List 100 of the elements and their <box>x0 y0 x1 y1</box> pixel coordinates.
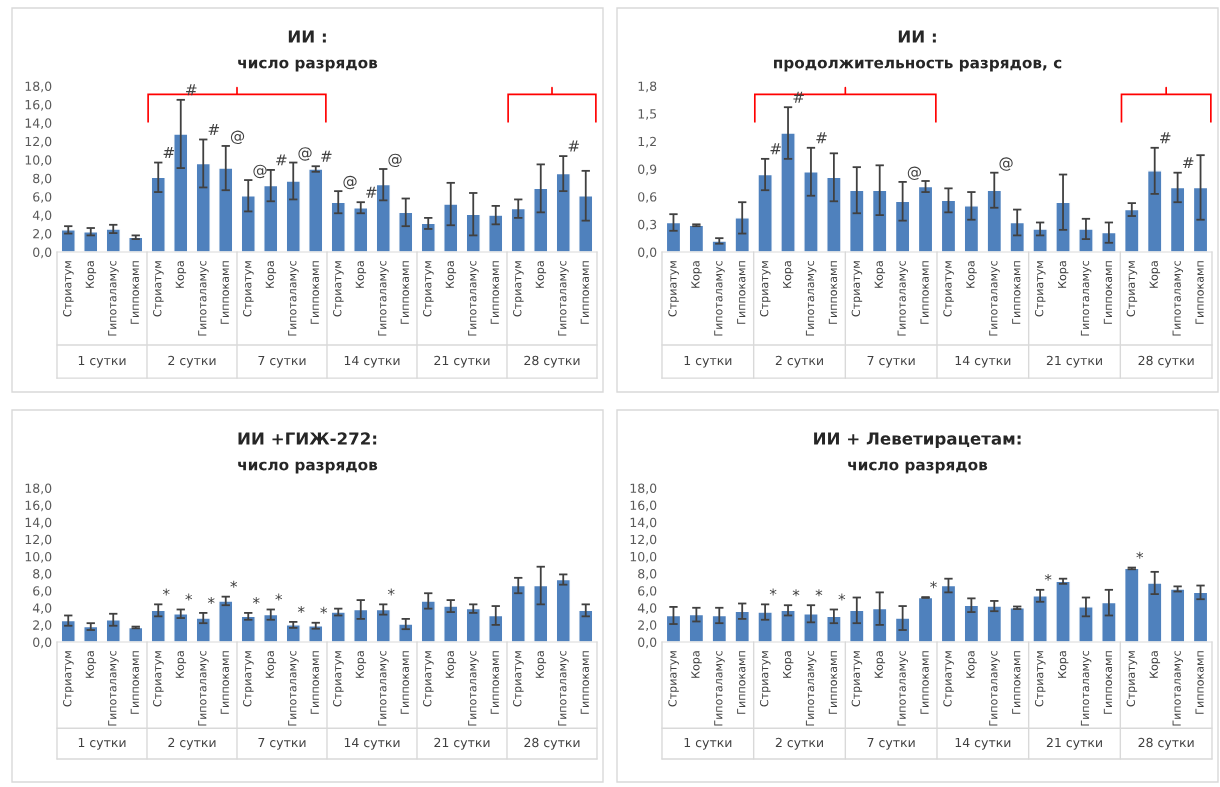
x-tick-label: Кора <box>1058 651 1069 678</box>
y-tick-label: 6,0 <box>33 586 52 597</box>
x-tick-label: Гипоталамус <box>1172 651 1183 726</box>
data-label: * <box>769 588 777 596</box>
y-tick-label: 14,0 <box>630 517 657 529</box>
x-tick-label: Гипоталамус <box>805 261 817 336</box>
bar <box>1009 607 1026 642</box>
bar <box>1123 567 1140 642</box>
data-label: # <box>321 150 332 162</box>
y-tick-label: 0,0 <box>33 637 52 649</box>
x-tick-label: Кора <box>783 651 794 678</box>
x-tick-label: Стриатум <box>851 651 863 707</box>
x-tick-label: Гиппокамп <box>220 651 229 714</box>
bar <box>734 610 751 642</box>
bar <box>780 132 796 252</box>
chart-subtitle: продолжительность разрядов, с <box>774 59 1062 72</box>
x-tick-label: Стриатум <box>759 651 771 707</box>
bar <box>533 584 549 642</box>
y-tick-label: 12,0 <box>25 136 52 148</box>
x-tick-label: Гиппокамп <box>310 651 319 714</box>
y-tick-label: 1,8 <box>638 81 657 93</box>
x-tick-label: Стриатум <box>851 261 863 317</box>
x-tick-label: Стриатум <box>513 261 524 317</box>
bar <box>1032 595 1048 642</box>
bar <box>871 189 888 252</box>
bar <box>963 604 980 642</box>
y-tick-label: 8,0 <box>33 173 52 185</box>
bar <box>578 195 594 252</box>
x-tick-label: Гиппокамп <box>828 261 838 324</box>
bar <box>871 607 888 642</box>
x-tick-label: Кора <box>535 261 547 288</box>
bar <box>940 199 957 252</box>
x-tick-label: Гипоталамус <box>1080 651 1092 726</box>
text: 7 сутки <box>867 355 915 368</box>
y-tick-label: 2,0 <box>33 620 52 632</box>
text: 14 сутки <box>955 737 1011 750</box>
data-label: * <box>320 606 328 614</box>
data-label: @ <box>253 164 267 179</box>
x-tick-label: Кора <box>355 651 367 678</box>
bar <box>240 615 256 642</box>
bar <box>443 203 459 252</box>
x-tick-label: Стриатум <box>1126 651 1138 707</box>
text: 1 сутки <box>684 737 732 750</box>
bar <box>757 611 773 642</box>
bar <box>285 180 301 252</box>
text: 21 сутки <box>434 737 490 750</box>
bar <box>420 222 436 252</box>
bar <box>848 609 865 642</box>
x-tick-label: Гиппокамп <box>130 261 139 324</box>
data-label: # <box>816 132 827 144</box>
data-label: # <box>1160 132 1171 144</box>
x-tick-label: Гипоталамус <box>288 651 299 726</box>
bar <box>688 613 705 642</box>
x-tick-label: Кора <box>966 651 977 678</box>
x-tick-label: Гипоталамус <box>468 651 479 726</box>
x-tick-label: Кора <box>1058 261 1069 288</box>
x-tick-label: Гиппокамп <box>1012 651 1021 714</box>
x-tick-label: Стриатум <box>333 261 344 317</box>
x-tick-label: Кора <box>85 261 97 288</box>
x-tick-label: Гиппокамп <box>580 261 589 324</box>
data-label: # <box>163 147 175 158</box>
bar <box>1123 208 1140 252</box>
x-tick-label: Гипоталамус <box>1172 261 1183 336</box>
text: 2 сутки <box>168 355 216 368</box>
y-tick-label: 0,3 <box>638 219 657 231</box>
y-tick-label: 14,0 <box>25 517 52 529</box>
bar <box>780 609 796 642</box>
x-tick-label: Гиппокамп <box>920 651 929 714</box>
x-tick-label: Гиппокамп <box>1103 651 1113 714</box>
data-label: @ <box>298 147 312 161</box>
bar <box>173 133 189 252</box>
y-tick-label: 0,0 <box>33 247 52 259</box>
bar <box>398 623 414 642</box>
data-label: @ <box>343 175 357 190</box>
x-tick-label: Гиппокамп <box>310 261 319 324</box>
bar <box>398 211 414 252</box>
x-tick-label: Гипоталамус <box>989 261 1000 336</box>
x-tick-label: Гипоталамус <box>897 651 908 726</box>
bar <box>803 171 819 252</box>
x-tick-label: Гиппокамп <box>920 261 929 324</box>
x-tick-label: Стриатум <box>153 261 164 317</box>
chart-title: ИИ : <box>898 30 936 43</box>
bar <box>218 167 234 252</box>
bar <box>1192 186 1209 252</box>
data-label: # <box>1182 157 1194 169</box>
chart-title: ИИ +ГИЖ-272: <box>238 432 377 445</box>
bar <box>420 600 436 642</box>
y-tick-label: 0,0 <box>638 247 657 259</box>
y-tick-label: 18,0 <box>25 483 52 495</box>
bar <box>510 207 526 252</box>
bar <box>757 173 773 252</box>
bar <box>986 605 1003 642</box>
x-tick-label: Стриатум <box>943 261 954 317</box>
x-tick-label: Кора <box>445 261 457 288</box>
x-tick-label: Стриатум <box>668 651 679 707</box>
bar <box>665 221 682 252</box>
bar <box>894 200 911 252</box>
bar <box>1055 580 1071 642</box>
x-tick-label: Стриатум <box>1034 651 1046 707</box>
x-tick-label: Стриатум <box>513 651 524 707</box>
